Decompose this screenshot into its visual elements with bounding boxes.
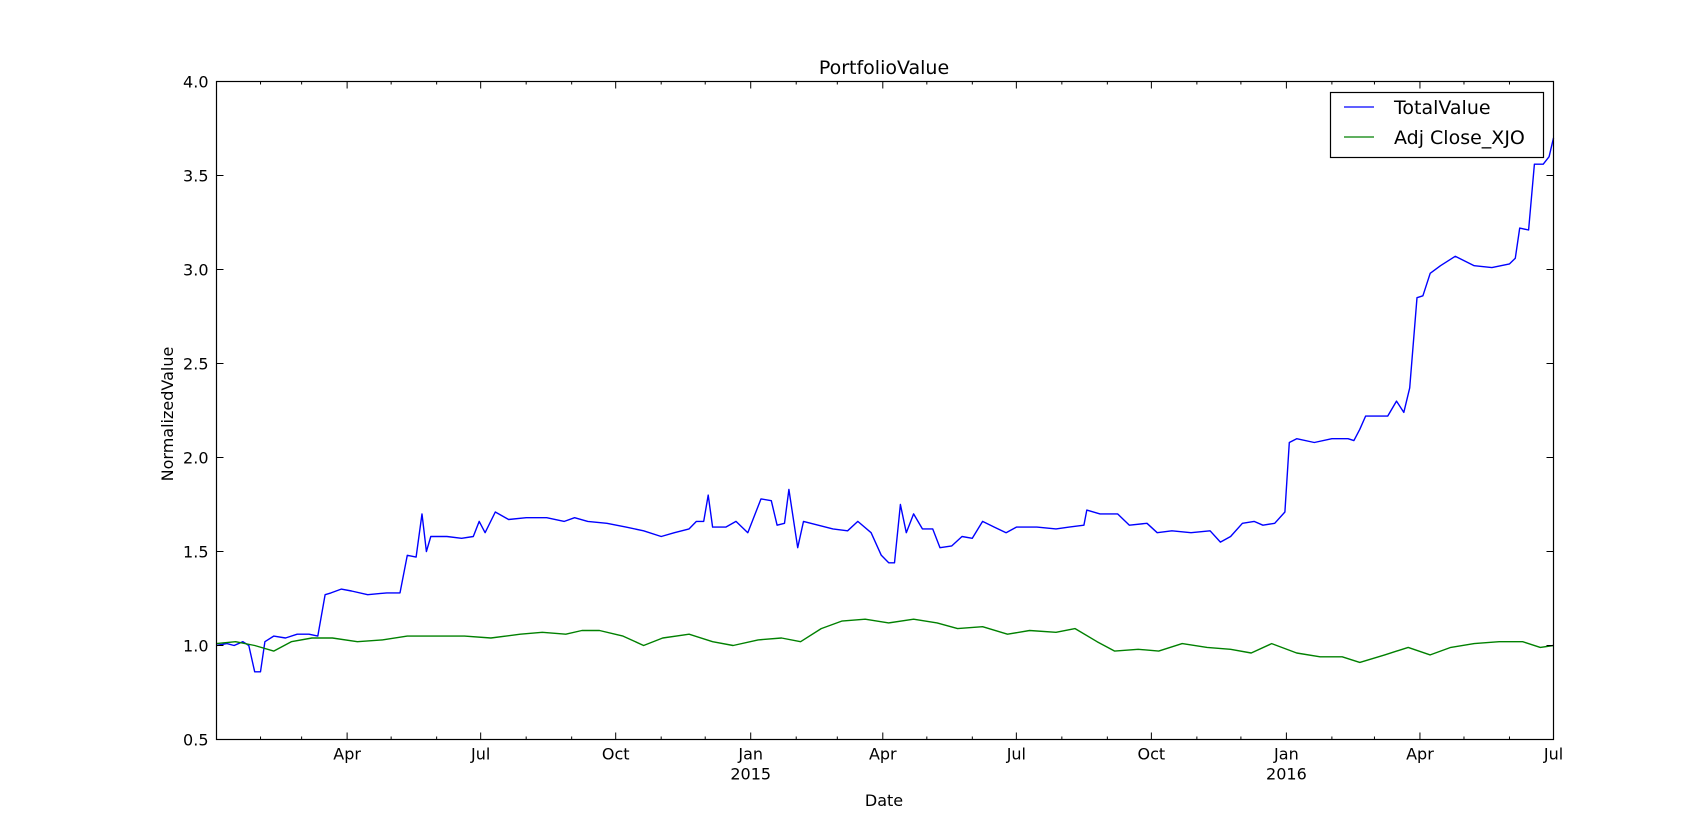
x-tick-year-label: 2016	[1266, 765, 1307, 784]
series-layer	[216, 137, 1555, 673]
y-tick-label: 1.5	[183, 543, 208, 562]
y-tick-label: 2.5	[183, 355, 208, 374]
y-tick-label: 2.0	[183, 449, 208, 468]
y-tick-label: 1.0	[183, 637, 208, 656]
x-tick-label: Jul	[470, 745, 490, 764]
x-tick-label: Oct	[602, 745, 630, 764]
series-line-adj-close-xjo	[216, 618, 1554, 664]
y-tick-label: 0.5	[183, 731, 208, 750]
x-tick-label: Apr	[869, 745, 897, 764]
chart-title: PortfolioValue	[819, 57, 949, 79]
y-tick-label: 4.0	[183, 73, 208, 92]
x-tick-label: Jul	[1543, 745, 1563, 764]
x-tick-year-label: 2015	[730, 765, 771, 784]
y-tick-label: 3.0	[183, 261, 208, 280]
legend-box	[1329, 91, 1545, 159]
x-tick-label: Oct	[1138, 745, 1166, 764]
plot-frame	[215, 80, 1555, 741]
x-axis-label: Date	[865, 791, 903, 810]
y-tick-label: 3.5	[183, 167, 208, 186]
x-tick-label: Apr	[333, 745, 361, 764]
legend: TotalValue Adj Close_XJO	[1329, 91, 1545, 159]
x-tick-label: Jan	[1273, 745, 1299, 764]
x-tick-label: Apr	[1406, 745, 1434, 764]
legend-label-adj-close-xjo: Adj Close_XJO	[1394, 127, 1525, 149]
x-tick-label: Jul	[1006, 745, 1026, 764]
series-line-totalvalue	[216, 137, 1555, 673]
y-axis-label: NormalizedValue	[158, 347, 177, 482]
x-tick-label: Jan	[737, 745, 763, 764]
legend-label-totalvalue: TotalValue	[1393, 97, 1491, 119]
